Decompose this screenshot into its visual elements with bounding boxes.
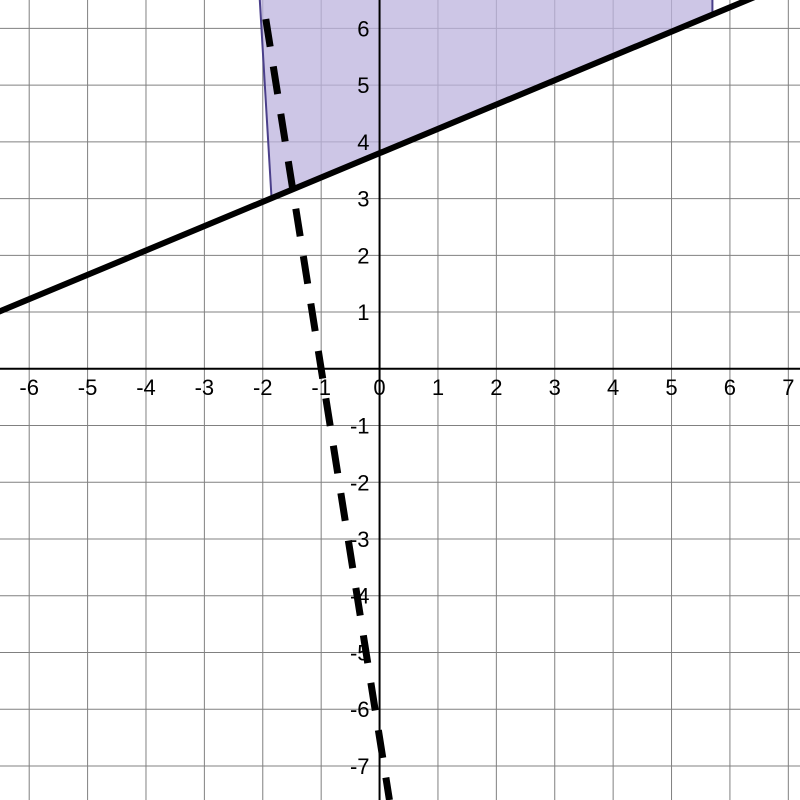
y-tick-label: -3 [350, 527, 370, 552]
y-tick-label: -7 [350, 754, 370, 779]
y-tick-label: 1 [357, 300, 369, 325]
x-tick-label: -4 [136, 375, 156, 400]
x-tick-label: 6 [724, 375, 736, 400]
x-tick-label: -5 [78, 375, 98, 400]
inequality-plot: -6-5-4-3-2-101234567123456-1-2-3-4-5-6-7 [0, 0, 800, 800]
x-tick-label: -3 [195, 375, 215, 400]
y-tick-label: -5 [350, 640, 370, 665]
y-tick-label: -6 [350, 697, 370, 722]
x-tick-label: 4 [607, 375, 619, 400]
x-tick-label: -6 [19, 375, 39, 400]
y-tick-label: 2 [357, 243, 369, 268]
y-tick-label: -2 [350, 470, 370, 495]
x-tick-label: 0 [373, 375, 385, 400]
y-tick-label: 4 [357, 130, 369, 155]
x-tick-label: 2 [490, 375, 502, 400]
y-tick-label: -1 [350, 414, 370, 439]
y-tick-label: 5 [357, 73, 369, 98]
x-tick-label: 7 [782, 375, 794, 400]
y-tick-label: 3 [357, 187, 369, 212]
x-tick-label: 3 [549, 375, 561, 400]
x-tick-label: -1 [311, 375, 331, 400]
y-tick-label: -4 [350, 584, 370, 609]
x-tick-label: 1 [432, 375, 444, 400]
x-tick-label: -2 [253, 375, 273, 400]
y-tick-label: 6 [357, 16, 369, 41]
x-tick-label: 5 [665, 375, 677, 400]
shaded-region [258, 0, 712, 198]
